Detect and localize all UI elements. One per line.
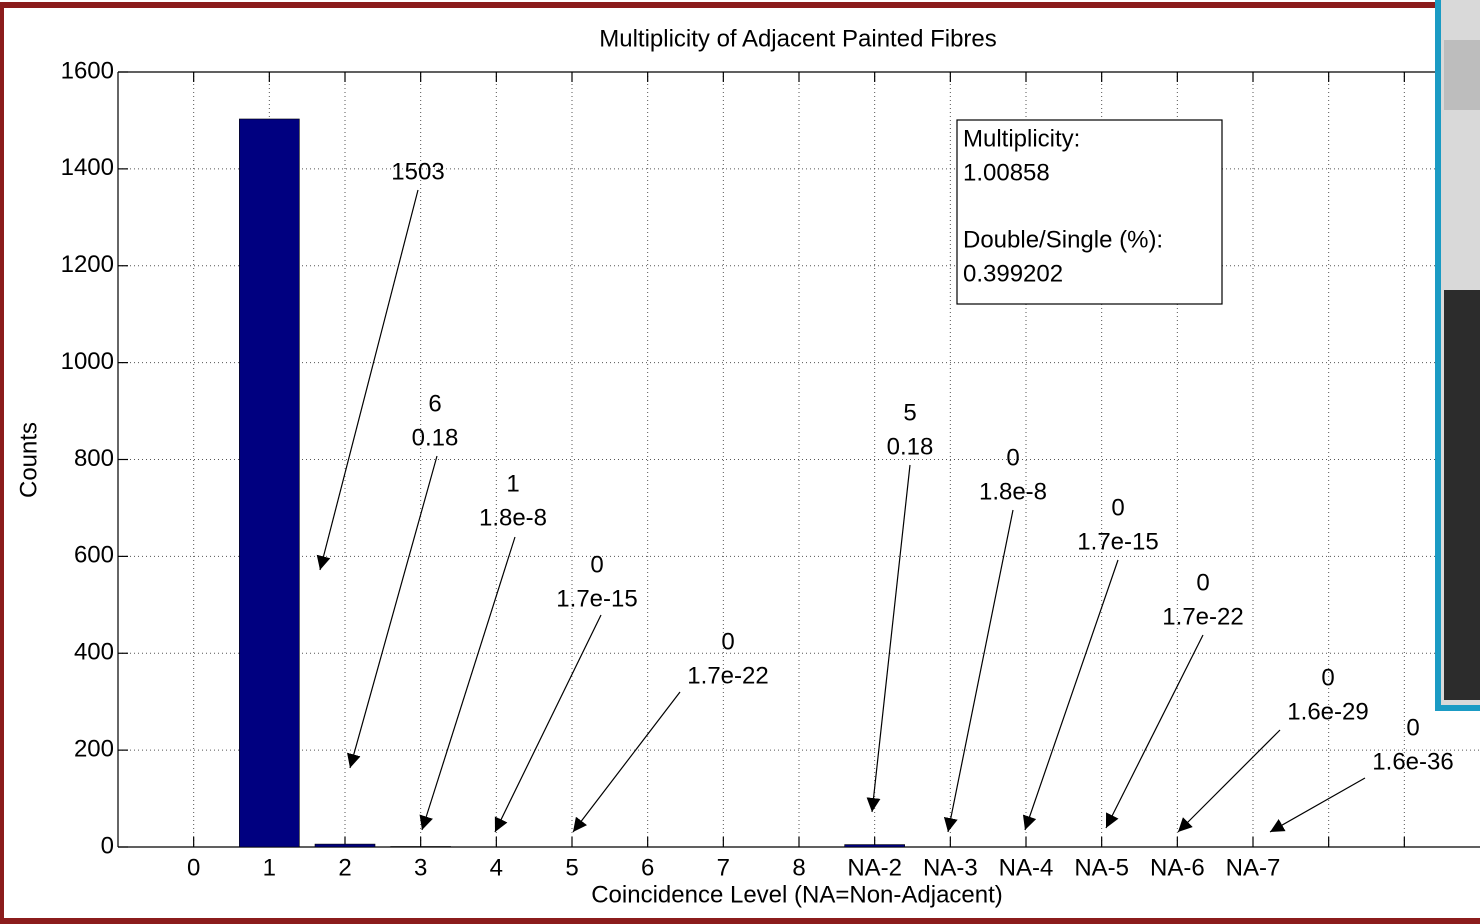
- annotation-arrow: [347, 455, 438, 769]
- bar: [844, 844, 905, 848]
- x-tick-label: NA-7: [1226, 854, 1281, 881]
- annotation-text: 1.6e-29: [1287, 698, 1368, 725]
- x-tick-label: NA-4: [999, 854, 1054, 881]
- info-label: Multiplicity:: [963, 125, 1080, 152]
- annotation-text: 5: [903, 399, 916, 426]
- y-tick-label: 600: [74, 542, 114, 569]
- x-tick-label: 7: [717, 854, 730, 881]
- annotation-text: 1.8e-8: [979, 478, 1047, 505]
- annotation-arrow: [572, 691, 681, 833]
- x-tick-label: 1: [263, 854, 276, 881]
- annotation-text: 6: [428, 390, 441, 417]
- bar: [239, 118, 300, 848]
- annotation-arrow: [1177, 729, 1281, 833]
- x-tick-label: 3: [414, 854, 427, 881]
- x-tick-label: 2: [338, 854, 351, 881]
- annotation-text: 1503: [391, 158, 444, 185]
- annotation-text: 0.18: [412, 424, 459, 451]
- x-tick-label: NA-6: [1150, 854, 1205, 881]
- x-tick-label: 5: [565, 854, 578, 881]
- y-tick-label: 1400: [61, 154, 114, 181]
- annotation-arrow: [1105, 634, 1204, 829]
- bar: [314, 843, 376, 848]
- annotation-text: 0: [721, 628, 734, 655]
- annotation-arrow: [1269, 777, 1366, 833]
- info-value: 0.399202: [963, 260, 1063, 287]
- x-tick-label: 0: [187, 854, 200, 881]
- annotation-arrow: [494, 614, 602, 833]
- annotation-text: 0: [1321, 664, 1334, 691]
- x-tick-label: NA-2: [847, 854, 902, 881]
- y-tick-label: 800: [74, 445, 114, 472]
- y-axis-label: Counts: [15, 422, 42, 498]
- chart-title: Multiplicity of Adjacent Painted Fibres: [599, 25, 997, 52]
- annotation-text: 1.7e-22: [687, 662, 768, 689]
- photo-detail: [1444, 40, 1480, 110]
- y-tick-label: 0: [101, 832, 114, 859]
- annotation-text: 1: [506, 470, 519, 497]
- annotation-arrow: [866, 464, 911, 813]
- info-box: Multiplicity: 1.00858 Double/Single (%):…: [956, 119, 1223, 305]
- annotation-arrow: [419, 536, 516, 831]
- y-tick-label: 1000: [61, 348, 114, 375]
- info-label: Double/Single (%):: [963, 226, 1163, 253]
- annotation-text: 1.8e-8: [479, 504, 547, 531]
- x-tick-label: 6: [641, 854, 654, 881]
- photo-detail: [1444, 290, 1480, 700]
- annotation-text: 1.6e-36: [1372, 748, 1453, 775]
- info-box-frame: [956, 119, 1223, 305]
- y-tick-label: 1600: [61, 57, 114, 84]
- annotation-text: 1.7e-15: [556, 585, 637, 612]
- x-tick-label: 8: [792, 854, 805, 881]
- annotation-arrow: [943, 509, 1014, 833]
- annotation-text: 0.18: [887, 433, 934, 460]
- annotation-text: 1.7e-15: [1077, 528, 1158, 555]
- annotation-text: 1.7e-22: [1162, 603, 1243, 630]
- x-tick-label: 4: [490, 854, 503, 881]
- annotation-text: 0: [1006, 444, 1019, 471]
- annotation-text: 0: [1111, 494, 1124, 521]
- x-tick-label: NA-5: [1074, 854, 1129, 881]
- annotation-text: 0: [1406, 714, 1419, 741]
- y-tick-label: 400: [74, 639, 114, 666]
- info-value: 1.00858: [963, 159, 1050, 186]
- x-axis-label: Coincidence Level (NA=Non-Adjacent): [591, 881, 1003, 908]
- x-tick-label: NA-3: [923, 854, 978, 881]
- annotation-text: 0: [1196, 569, 1209, 596]
- annotation-text: 0: [590, 551, 603, 578]
- annotation-arrow: [316, 189, 419, 571]
- y-tick-label: 200: [74, 735, 114, 762]
- y-tick-label: 1200: [61, 251, 114, 278]
- annotation-arrow: [1022, 559, 1119, 831]
